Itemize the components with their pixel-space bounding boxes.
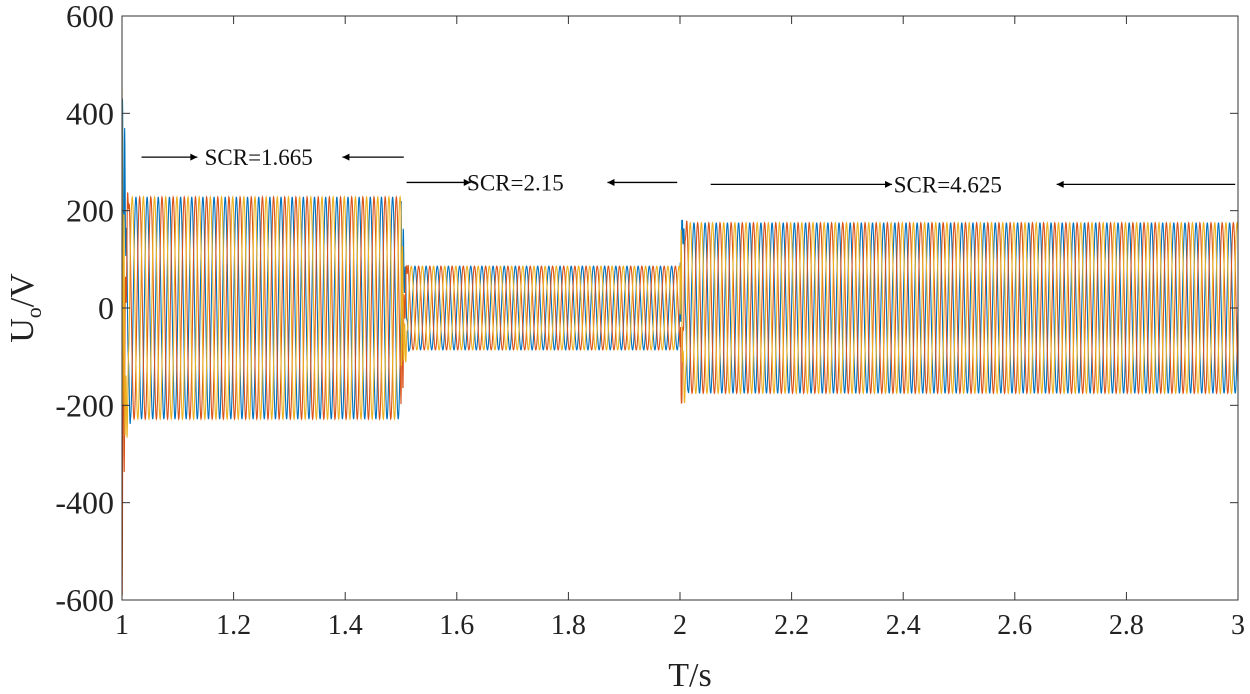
x-tick-label: 2.4 — [886, 610, 921, 641]
x-tick-label: 3 — [1231, 610, 1245, 641]
y-tick-label: -400 — [55, 485, 114, 521]
x-tick-label: 1.4 — [328, 610, 363, 641]
x-axis-label: T/s — [668, 657, 711, 694]
x-tick-label: 2.6 — [997, 610, 1032, 641]
y-tick-label: 200 — [66, 193, 114, 229]
scr-annotation: SCR=1.665 — [141, 145, 404, 170]
series-line — [122, 191, 1238, 596]
axis-ticks: 1 1.2 1.4 1.6 1.8 2 2.2 2.4 2.6 2.8 3 -600 -400 -200 0… — [55, 0, 1245, 641]
scr-annotation: SCR=2.15 — [406, 170, 678, 195]
x-tick-label: 2 — [673, 610, 687, 641]
x-tick-label: 1 — [115, 610, 129, 641]
series-line — [122, 84, 1238, 438]
y-tick-label: 600 — [66, 0, 114, 34]
annotations: SCR=1.665 SCR=2.15 SCR=4.625 — [141, 145, 1236, 197]
x-tick-label: 1.8 — [551, 610, 586, 641]
x-tick-label: 2.8 — [1109, 610, 1144, 641]
plot-area — [122, 84, 1238, 596]
scr-label: SCR=1.665 — [205, 145, 313, 170]
y-tick-label: -600 — [55, 582, 114, 618]
y-axis-label-unit: /V — [4, 273, 41, 307]
y-tick-label: -200 — [55, 387, 114, 423]
x-tick-label: 2.2 — [774, 610, 809, 641]
x-tick-label: 1.6 — [439, 610, 474, 641]
x-tick-label: 1.2 — [216, 610, 251, 641]
y-axis-label: Uo/V — [4, 273, 46, 343]
scr-label: SCR=2.15 — [467, 170, 564, 195]
y-axis-label-main: U — [4, 318, 41, 343]
scr-annotation: SCR=4.625 — [710, 172, 1236, 197]
scr-label: SCR=4.625 — [894, 172, 1002, 197]
y-tick-label: 400 — [66, 95, 114, 131]
y-tick-label: 0 — [98, 290, 114, 326]
y-axis-label-sub: o — [21, 307, 46, 318]
